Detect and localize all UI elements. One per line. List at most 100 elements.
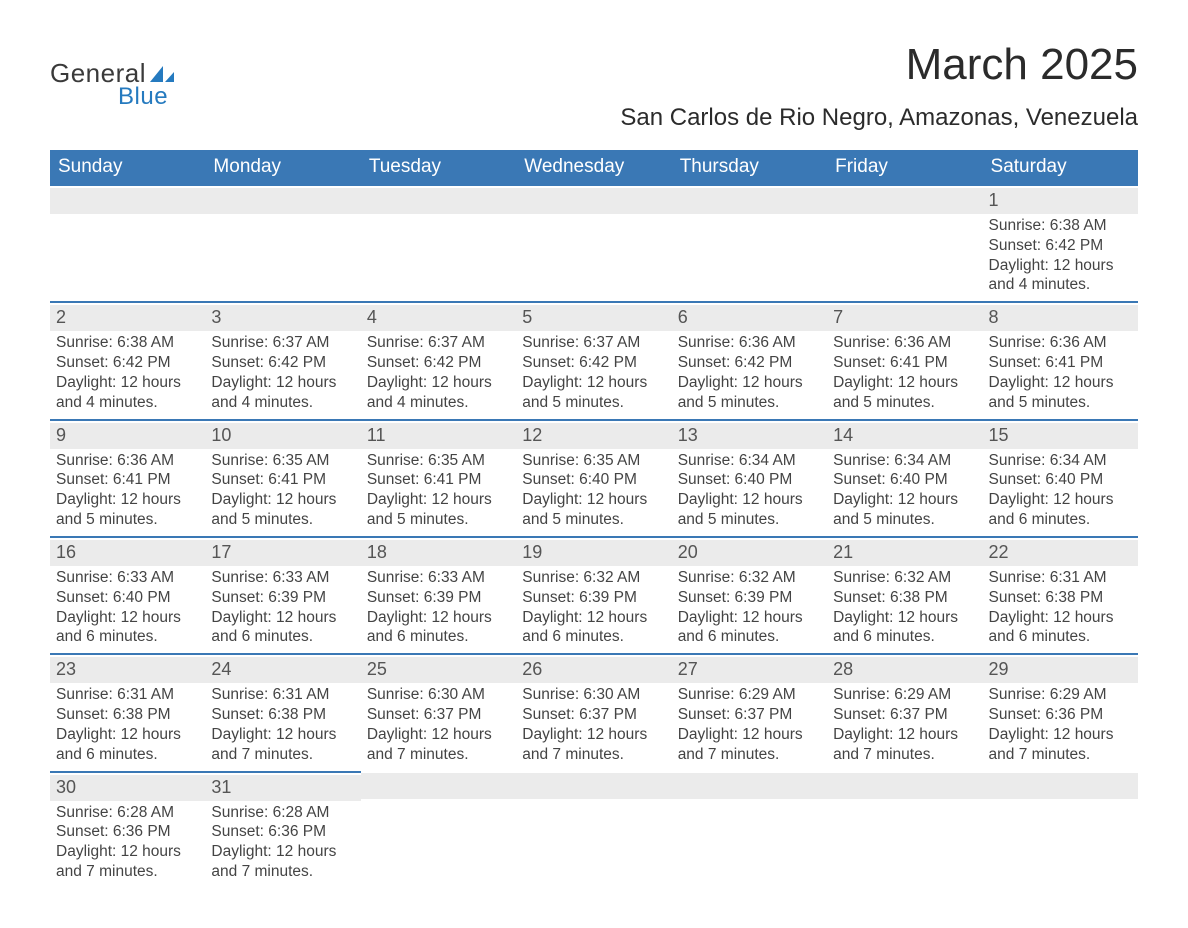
day-number: 26 xyxy=(516,657,671,683)
day-number xyxy=(672,188,827,214)
daylight-line-2: and 5 minutes. xyxy=(678,393,821,413)
day-details: Sunrise: 6:34 AMSunset: 6:40 PMDaylight:… xyxy=(989,451,1132,530)
week-row: 1Sunrise: 6:38 AMSunset: 6:42 PMDaylight… xyxy=(50,186,1138,301)
sunset-line: Sunset: 6:38 PM xyxy=(989,588,1132,608)
day-cell: 5Sunrise: 6:37 AMSunset: 6:42 PMDaylight… xyxy=(516,301,671,418)
day-details: Sunrise: 6:29 AMSunset: 6:37 PMDaylight:… xyxy=(678,685,821,764)
day-cell: 27Sunrise: 6:29 AMSunset: 6:37 PMDayligh… xyxy=(672,653,827,770)
day-cell: 1Sunrise: 6:38 AMSunset: 6:42 PMDaylight… xyxy=(983,186,1138,301)
daylight-line-1: Daylight: 12 hours xyxy=(989,256,1132,276)
day-cell xyxy=(516,771,671,888)
day-number: 25 xyxy=(361,657,516,683)
day-number: 8 xyxy=(983,305,1138,331)
day-number: 3 xyxy=(205,305,360,331)
day-cell: 22Sunrise: 6:31 AMSunset: 6:38 PMDayligh… xyxy=(983,536,1138,653)
sunset-line: Sunset: 6:40 PM xyxy=(989,470,1132,490)
daylight-line-2: and 7 minutes. xyxy=(989,745,1132,765)
day-cell: 12Sunrise: 6:35 AMSunset: 6:40 PMDayligh… xyxy=(516,419,671,536)
day-details: Sunrise: 6:35 AMSunset: 6:40 PMDaylight:… xyxy=(522,451,665,530)
day-cell: 30Sunrise: 6:28 AMSunset: 6:36 PMDayligh… xyxy=(50,771,205,888)
day-of-week-header: Sunday Monday Tuesday Wednesday Thursday… xyxy=(50,150,1138,186)
daylight-line-2: and 7 minutes. xyxy=(56,862,199,882)
sunrise-line: Sunrise: 6:35 AM xyxy=(211,451,354,471)
day-details: Sunrise: 6:30 AMSunset: 6:37 PMDaylight:… xyxy=(367,685,510,764)
day-cell: 28Sunrise: 6:29 AMSunset: 6:37 PMDayligh… xyxy=(827,653,982,770)
day-cell: 7Sunrise: 6:36 AMSunset: 6:41 PMDaylight… xyxy=(827,301,982,418)
day-number: 23 xyxy=(50,657,205,683)
day-cell: 2Sunrise: 6:38 AMSunset: 6:42 PMDaylight… xyxy=(50,301,205,418)
sunset-line: Sunset: 6:38 PM xyxy=(56,705,199,725)
day-cell: 16Sunrise: 6:33 AMSunset: 6:40 PMDayligh… xyxy=(50,536,205,653)
day-number: 31 xyxy=(205,775,360,801)
day-details: Sunrise: 6:37 AMSunset: 6:42 PMDaylight:… xyxy=(522,333,665,412)
daylight-line-2: and 6 minutes. xyxy=(367,627,510,647)
day-number: 4 xyxy=(361,305,516,331)
week-row: 23Sunrise: 6:31 AMSunset: 6:38 PMDayligh… xyxy=(50,653,1138,770)
sunset-line: Sunset: 6:41 PM xyxy=(367,470,510,490)
day-cell: 15Sunrise: 6:34 AMSunset: 6:40 PMDayligh… xyxy=(983,419,1138,536)
sunrise-line: Sunrise: 6:30 AM xyxy=(522,685,665,705)
day-cell: 19Sunrise: 6:32 AMSunset: 6:39 PMDayligh… xyxy=(516,536,671,653)
day-cell: 21Sunrise: 6:32 AMSunset: 6:38 PMDayligh… xyxy=(827,536,982,653)
daylight-line-2: and 6 minutes. xyxy=(989,627,1132,647)
day-number: 16 xyxy=(50,540,205,566)
location-subtitle: San Carlos de Rio Negro, Amazonas, Venez… xyxy=(620,104,1138,132)
day-cell xyxy=(672,186,827,301)
sunrise-line: Sunrise: 6:37 AM xyxy=(367,333,510,353)
sunrise-line: Sunrise: 6:31 AM xyxy=(211,685,354,705)
day-number xyxy=(516,188,671,214)
week-row: 30Sunrise: 6:28 AMSunset: 6:36 PMDayligh… xyxy=(50,771,1138,888)
day-number xyxy=(827,773,982,799)
day-details: Sunrise: 6:33 AMSunset: 6:39 PMDaylight:… xyxy=(211,568,354,647)
sunset-line: Sunset: 6:40 PM xyxy=(522,470,665,490)
sunrise-line: Sunrise: 6:32 AM xyxy=(678,568,821,588)
daylight-line-2: and 5 minutes. xyxy=(678,510,821,530)
sunset-line: Sunset: 6:36 PM xyxy=(56,822,199,842)
day-details: Sunrise: 6:36 AMSunset: 6:41 PMDaylight:… xyxy=(56,451,199,530)
day-number: 29 xyxy=(983,657,1138,683)
day-number: 17 xyxy=(205,540,360,566)
daylight-line-1: Daylight: 12 hours xyxy=(678,608,821,628)
day-details: Sunrise: 6:31 AMSunset: 6:38 PMDaylight:… xyxy=(989,568,1132,647)
daylight-line-1: Daylight: 12 hours xyxy=(678,725,821,745)
day-number: 10 xyxy=(205,423,360,449)
sunset-line: Sunset: 6:42 PM xyxy=(211,353,354,373)
daylight-line-1: Daylight: 12 hours xyxy=(522,608,665,628)
day-number: 18 xyxy=(361,540,516,566)
sunset-line: Sunset: 6:37 PM xyxy=(522,705,665,725)
sunset-line: Sunset: 6:36 PM xyxy=(989,705,1132,725)
day-cell: 20Sunrise: 6:32 AMSunset: 6:39 PMDayligh… xyxy=(672,536,827,653)
sunrise-line: Sunrise: 6:33 AM xyxy=(56,568,199,588)
sunrise-line: Sunrise: 6:28 AM xyxy=(211,803,354,823)
sunset-line: Sunset: 6:39 PM xyxy=(678,588,821,608)
day-number xyxy=(50,188,205,214)
day-cell: 8Sunrise: 6:36 AMSunset: 6:41 PMDaylight… xyxy=(983,301,1138,418)
sunrise-line: Sunrise: 6:31 AM xyxy=(989,568,1132,588)
daylight-line-2: and 6 minutes. xyxy=(833,627,976,647)
day-number: 30 xyxy=(50,775,205,801)
day-number: 19 xyxy=(516,540,671,566)
daylight-line-2: and 5 minutes. xyxy=(522,510,665,530)
sunrise-line: Sunrise: 6:31 AM xyxy=(56,685,199,705)
day-cell xyxy=(983,771,1138,888)
daylight-line-1: Daylight: 12 hours xyxy=(989,608,1132,628)
day-cell xyxy=(361,186,516,301)
sunset-line: Sunset: 6:42 PM xyxy=(522,353,665,373)
sunrise-line: Sunrise: 6:34 AM xyxy=(678,451,821,471)
day-number: 12 xyxy=(516,423,671,449)
day-number: 20 xyxy=(672,540,827,566)
daylight-line-1: Daylight: 12 hours xyxy=(522,373,665,393)
daylight-line-2: and 6 minutes. xyxy=(522,627,665,647)
day-details: Sunrise: 6:37 AMSunset: 6:42 PMDaylight:… xyxy=(211,333,354,412)
sunset-line: Sunset: 6:41 PM xyxy=(56,470,199,490)
day-details: Sunrise: 6:33 AMSunset: 6:40 PMDaylight:… xyxy=(56,568,199,647)
daylight-line-1: Daylight: 12 hours xyxy=(522,725,665,745)
sunset-line: Sunset: 6:39 PM xyxy=(211,588,354,608)
daylight-line-1: Daylight: 12 hours xyxy=(833,725,976,745)
day-cell: 18Sunrise: 6:33 AMSunset: 6:39 PMDayligh… xyxy=(361,536,516,653)
day-details: Sunrise: 6:32 AMSunset: 6:39 PMDaylight:… xyxy=(678,568,821,647)
day-number: 11 xyxy=(361,423,516,449)
daylight-line-2: and 7 minutes. xyxy=(211,862,354,882)
day-details: Sunrise: 6:31 AMSunset: 6:38 PMDaylight:… xyxy=(211,685,354,764)
day-details: Sunrise: 6:34 AMSunset: 6:40 PMDaylight:… xyxy=(678,451,821,530)
